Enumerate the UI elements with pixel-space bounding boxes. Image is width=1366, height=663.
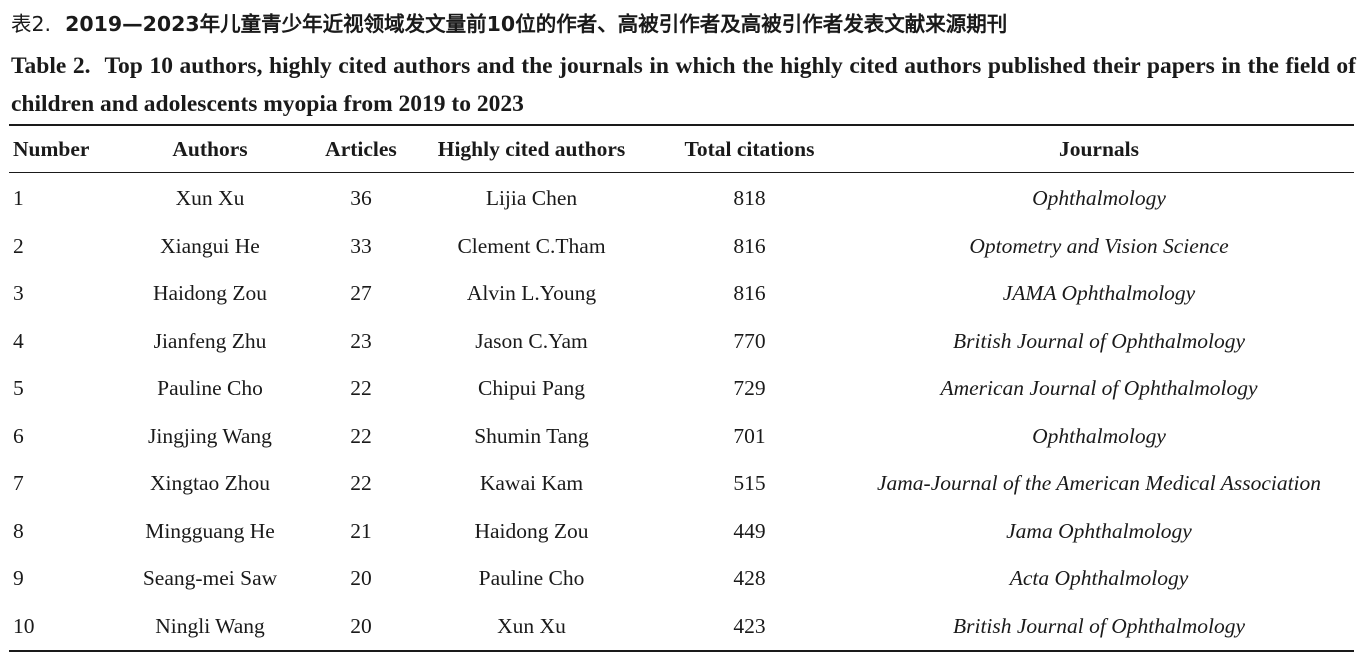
cell-journal: Ophthalmology — [1032, 423, 1166, 448]
cell-author: Xun Xu — [175, 186, 245, 211]
cell-total-citations: 449 — [733, 518, 766, 543]
cell-articles: 22 — [350, 376, 372, 401]
cell-highly-cited-author: Xun Xu — [497, 613, 566, 638]
cell-articles: 33 — [350, 233, 372, 258]
cell-articles: 27 — [350, 281, 372, 306]
header-journals: Journals — [844, 125, 1354, 173]
cell-author: Jianfeng Zhu — [153, 328, 267, 353]
cell-number: 3 — [13, 281, 24, 306]
cell-journal: British Journal of Ophthalmology — [952, 613, 1246, 638]
cell-highly-cited-author: Haidong Zou — [474, 518, 589, 543]
table-caption-english: Table 2. Top 10 authors, highly cited aut… — [11, 47, 1356, 123]
cell-journal: Optometry and Vision Science — [969, 233, 1229, 258]
cell-number: 4 — [13, 328, 24, 353]
cell-total-citations: 818 — [733, 186, 766, 211]
cell-author: Seang-mei Saw — [142, 566, 278, 591]
cell-journal: British Journal of Ophthalmology — [952, 328, 1246, 353]
cell-number: 8 — [13, 518, 24, 543]
cell-author: Ningli Wang — [155, 613, 265, 638]
cell-total-citations: 423 — [733, 613, 766, 638]
table-row: 4 Jianfeng Zhu 23 Jason C.Yam 770 British Jou… — [9, 318, 1354, 366]
cell-articles: 22 — [350, 423, 372, 448]
cell-journal: Jama Ophthalmology — [1006, 518, 1192, 543]
cell-total-citations: 816 — [733, 281, 766, 306]
table-label-chinese: 表2. — [11, 12, 52, 36]
cell-articles: 20 — [350, 566, 372, 591]
cell-author: Jingjing Wang — [148, 423, 272, 448]
header-authors: Authors — [106, 125, 314, 173]
cell-number: 6 — [13, 423, 24, 448]
cell-number: 2 — [13, 233, 24, 258]
cell-number: 7 — [13, 471, 24, 496]
header-number: Number — [9, 125, 106, 173]
cell-author: Haidong Zou — [152, 281, 268, 306]
table-row: 2 Xiangui He 33 Clement C.Tham 816 Optometry … — [9, 223, 1354, 271]
cell-number: 5 — [13, 376, 24, 401]
cell-number: 10 — [13, 613, 35, 638]
cell-journal: Acta Ophthalmology — [1009, 566, 1189, 591]
cell-articles: 20 — [350, 613, 372, 638]
cell-author: Pauline Cho — [157, 376, 263, 401]
table-row: 3 Haidong Zou 27 Alvin L.Young 816 JAMA Ophth… — [9, 270, 1354, 318]
table-title-english: Top 10 authors, highly cited authors and… — [11, 53, 1357, 117]
cell-total-citations: 515 — [733, 471, 766, 496]
cell-highly-cited-author: Alvin L.Young — [466, 281, 597, 306]
cell-highly-cited-author: Clement C.Tham — [457, 233, 606, 258]
header-total-citations: Total citations — [655, 125, 844, 173]
header-highly-cited-authors: Highly cited authors — [408, 125, 655, 173]
cell-total-citations: 701 — [733, 423, 766, 448]
cell-articles: 23 — [350, 328, 372, 353]
cell-articles: 22 — [350, 471, 372, 496]
header-articles: Articles — [314, 125, 408, 173]
cell-articles: 36 — [350, 186, 372, 211]
table-row: 5 Pauline Cho 22 Chipui Pang 729 American Jou… — [9, 365, 1354, 413]
cell-highly-cited-author: Chipui Pang — [478, 376, 585, 401]
table-caption-chinese: 表2. 2019—2023年儿童青少年近视领域发文量前10位的作者、高被引作者及高… — [11, 7, 1356, 41]
table-row: 8 Mingguang He 21 Haidong Zou 449 Jama Ophtha… — [9, 508, 1354, 556]
cell-author: Xingtao Zhou — [149, 471, 271, 496]
table-label-english: Table 2. — [11, 53, 91, 79]
cell-highly-cited-author: Pauline Cho — [478, 566, 585, 591]
cell-author: Mingguang He — [145, 518, 275, 543]
authors-table: Number Authors Articles Highly cited aut… — [9, 124, 1354, 652]
table-title-chinese: 2019—2023年儿童青少年近视领域发文量前10位的作者、高被引作者及高被引作… — [65, 12, 1008, 36]
table-body: 1 Xun Xu 36 Lijia Chen 818 Ophthalmology 2 Xian… — [9, 173, 1354, 652]
cell-journal: American Journal of Ophthalmology — [940, 376, 1258, 401]
table-row: 6 Jingjing Wang 22 Shumin Tang 701 Ophthalmol… — [9, 413, 1354, 461]
cell-author: Xiangui He — [160, 233, 260, 258]
table-row: 10 Ningli Wang 20 Xun Xu 423 British Journal … — [9, 603, 1354, 652]
cell-total-citations: 816 — [733, 233, 766, 258]
cell-journal: Ophthalmology — [1032, 186, 1166, 211]
cell-total-citations: 770 — [733, 328, 766, 353]
cell-highly-cited-author: Kawai Kam — [479, 471, 584, 496]
cell-number: 1 — [13, 186, 24, 211]
cell-total-citations: 428 — [733, 566, 766, 591]
cell-highly-cited-author: Lijia Chen — [485, 186, 578, 211]
table-row: 1 Xun Xu 36 Lijia Chen 818 Ophthalmology — [9, 173, 1354, 223]
cell-highly-cited-author: Jason C.Yam — [475, 328, 588, 353]
table-row: 7 Xingtao Zhou 22 Kawai Kam 515 Jama-Journal … — [9, 460, 1354, 508]
cell-total-citations: 729 — [733, 376, 766, 401]
cell-journal: JAMA Ophthalmology — [1002, 281, 1196, 306]
cell-articles: 21 — [350, 518, 372, 543]
table-row: 9 Seang-mei Saw 20 Pauline Cho 428 Acta Ophth… — [9, 555, 1354, 603]
cell-highly-cited-author: Shumin Tang — [474, 423, 589, 448]
cell-number: 9 — [13, 566, 24, 591]
cell-journal: Jama-Journal of the American Medical Ass… — [876, 471, 1322, 496]
table-header-row: Number Authors Articles Highly cited aut… — [9, 125, 1354, 173]
